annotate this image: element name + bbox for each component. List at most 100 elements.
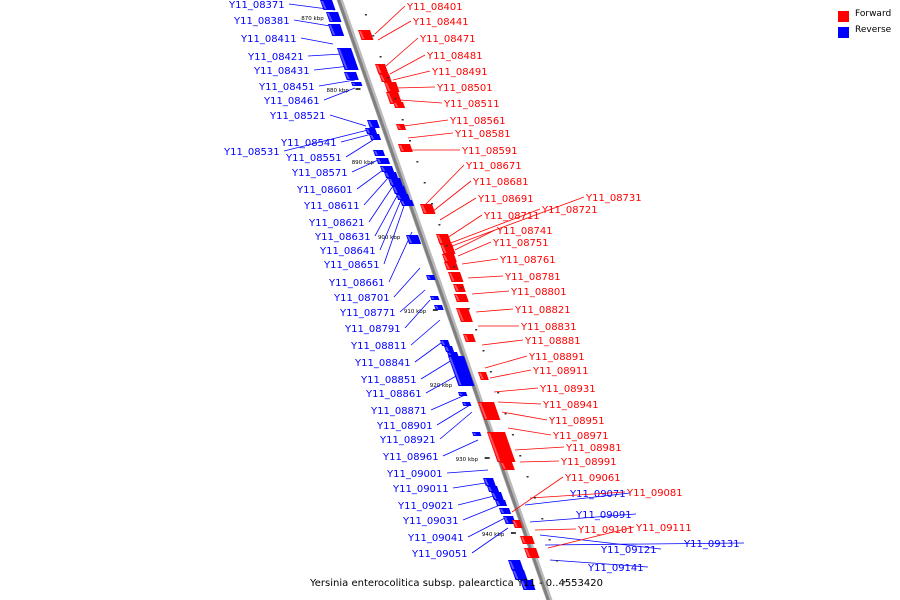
reverse-gene-block-shade — [407, 236, 413, 243]
reverse-gene-block — [365, 128, 378, 134]
position-dot — [563, 581, 566, 583]
reverse-gene-block-shade — [397, 195, 402, 199]
forward-gene-block — [384, 82, 400, 92]
reverse-gene-label: Y11_08861 — [365, 389, 422, 400]
forward-gene-label: Y11_08721 — [541, 205, 598, 216]
reverse-leader-line — [374, 193, 399, 237]
forward-leader-line — [461, 258, 499, 265]
position-dot — [482, 350, 485, 352]
forward-gene-block — [436, 234, 452, 244]
forward-gene-label: Y11_09061 — [564, 473, 621, 484]
reverse-gene-label: Y11_09021 — [397, 501, 454, 512]
forward-gene-label: Y11_08581 — [454, 129, 511, 140]
forward-gene-label: Y11_08971 — [552, 431, 609, 442]
reverse-leader-line — [471, 527, 509, 554]
forward-gene-label: Y11_08911 — [532, 366, 589, 377]
position-dot — [548, 539, 551, 541]
reverse-gene-block — [503, 516, 516, 524]
reverse-gene-block-shade — [401, 201, 406, 205]
forward-gene-block — [375, 64, 389, 74]
forward-leader-line — [385, 37, 419, 67]
forward-leader-line — [407, 132, 454, 139]
forward-gene-block — [463, 334, 476, 342]
reverse-gene-label: Y11_08611 — [303, 201, 360, 212]
forward-leader-line — [547, 526, 635, 549]
reverse-gene-block-shade — [521, 581, 527, 589]
forward-gene-block-shade — [479, 403, 488, 419]
reverse-leader-line — [368, 185, 394, 223]
reverse-gene-label: Y11_08961 — [382, 452, 439, 463]
position-dot — [401, 119, 404, 121]
reverse-gene-block — [384, 172, 399, 178]
forward-gene-block — [456, 308, 473, 322]
reverse-gene-block-shade — [381, 167, 386, 171]
reverse-gene-block-shade — [441, 341, 446, 345]
forward-leader-line — [471, 290, 510, 295]
forward-gene-block-shade — [513, 521, 518, 527]
reverse-leader-line — [345, 139, 374, 158]
reverse-gene-label: Y11_08451 — [258, 82, 315, 93]
forward-gene-block — [487, 432, 516, 462]
reverse-gene-block-shade — [488, 487, 493, 491]
forward-gene-label: Y11_08751 — [492, 238, 549, 249]
reverse-leader-line — [539, 534, 662, 550]
reverse-gene-block-shade — [500, 509, 505, 513]
forward-gene-label: Y11_08401 — [406, 2, 463, 13]
position-dot — [475, 329, 478, 331]
reverse-gene-block-shade — [329, 25, 336, 35]
forward-gene-label: Y11_08891 — [528, 352, 585, 363]
reverse-gene-block — [512, 570, 528, 580]
forward-gene-block-shade — [457, 309, 464, 321]
reverse-leader-line — [420, 359, 453, 380]
position-dot — [504, 413, 507, 415]
forward-gene-label: Y11_08941 — [542, 400, 599, 411]
forward-gene-block-shade — [399, 145, 404, 151]
forward-gene-label: Y11_08821 — [514, 305, 571, 316]
position-dot — [453, 266, 456, 268]
position-dot — [526, 476, 529, 478]
reverse-gene-block — [458, 392, 468, 396]
position-dot — [416, 161, 419, 163]
reverse-leader-line — [439, 411, 473, 440]
reverse-leader-line — [544, 542, 745, 546]
forward-gene-block — [478, 402, 501, 420]
reverse-gene-block-shade — [366, 129, 371, 133]
forward-gene-block-shade — [437, 235, 443, 243]
reverse-gene-block — [426, 275, 436, 280]
reverse-gene-block-shade — [321, 1, 327, 9]
reverse-leader-line — [414, 339, 446, 363]
forward-gene-label: Y11_08511 — [443, 99, 500, 110]
reverse-gene-label: Y11_08521 — [269, 111, 326, 122]
reverse-leader-line — [340, 133, 373, 143]
forward-leader-line — [374, 5, 406, 35]
forward-gene-block — [454, 294, 469, 302]
forward-gene-block-shade — [380, 75, 385, 81]
reverse-leader-line — [283, 129, 369, 152]
reverse-gene-block — [472, 432, 482, 436]
forward-gene-label: Y11_08441 — [412, 17, 469, 28]
forward-gene-label: Y11_08761 — [499, 255, 556, 266]
reverse-leader-line — [430, 394, 466, 411]
forward-gene-label: Y11_08831 — [520, 322, 577, 333]
forward-gene-block-shade — [421, 205, 427, 213]
position-dot — [445, 245, 448, 247]
reverse-gene-block-shade — [449, 357, 462, 385]
reverse-gene-block-shade — [484, 479, 489, 485]
position-dot — [533, 497, 536, 499]
position-dot — [409, 140, 411, 142]
position-dot — [460, 287, 463, 289]
forward-leader-line — [481, 339, 524, 346]
forward-gene-block-shade — [479, 373, 484, 379]
forward-gene-block-shade — [525, 549, 531, 557]
forward-leader-line — [519, 460, 560, 463]
reverse-gene-block — [328, 24, 345, 36]
reverse-gene-block-shade — [352, 83, 356, 85]
forward-leader-line — [392, 70, 431, 81]
forward-leader-line — [424, 164, 465, 206]
forward-gene-block-shade — [394, 103, 399, 107]
forward-gene-label: Y11_08881 — [524, 336, 581, 347]
reverse-leader-line — [410, 319, 441, 346]
tick-label: 910 kbp — [404, 309, 427, 315]
reverse-gene-block — [400, 200, 415, 206]
reverse-gene-block-shade — [513, 571, 519, 579]
